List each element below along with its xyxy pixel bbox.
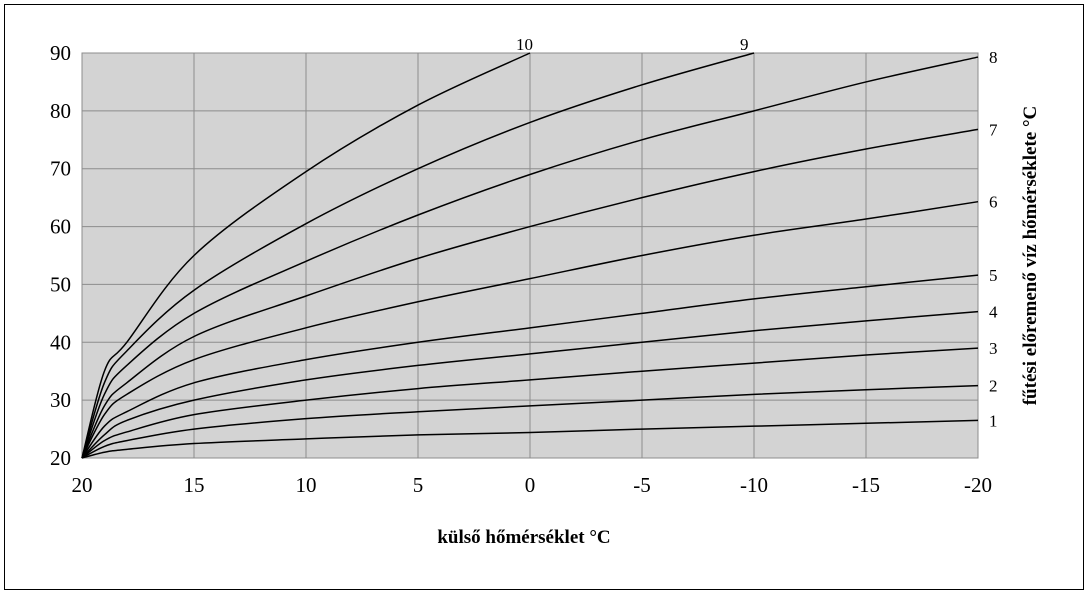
curve-label-8: 8: [989, 48, 998, 67]
y-tick-label: 40: [50, 330, 71, 354]
series-line-7: [81, 128, 979, 459]
series-lines: [81, 52, 979, 459]
curve-label-9: 9: [740, 35, 749, 54]
series-line-1: [81, 419, 979, 459]
series-line-4: [81, 310, 979, 459]
series-line-2: [81, 384, 979, 459]
series-line-10: [81, 52, 531, 459]
curve-label-10: 10: [516, 35, 533, 54]
curve-label-7: 7: [989, 120, 998, 139]
x-tick-label: 5: [413, 473, 424, 497]
y-tick-label: 70: [50, 157, 71, 181]
y-tick-label: 90: [50, 41, 71, 65]
y-axis-title: fűtési előremenő víz hőmérséklete °C: [1020, 106, 1041, 406]
x-tick-label: 15: [184, 473, 205, 497]
x-axis-title: külső hőmérséklet °C: [437, 527, 610, 548]
x-tick-label: 10: [296, 473, 317, 497]
series-line-6: [81, 200, 979, 459]
y-tick-label: 60: [50, 215, 71, 239]
x-tick-labels: 20 15 10 5 0 -5 -10 -15 -20: [72, 473, 993, 497]
y-tick-label: 80: [50, 99, 71, 123]
series-line-5: [81, 274, 979, 459]
x-tick-label: -20: [964, 473, 992, 497]
x-tick-label: 20: [72, 473, 93, 497]
curve-label-4: 4: [989, 303, 998, 322]
curve-label-3: 3: [989, 339, 998, 358]
x-tick-label: 0: [525, 473, 536, 497]
y-tick-label: 30: [50, 388, 71, 412]
series-line-8: [81, 56, 979, 459]
x-tick-label: -5: [633, 473, 651, 497]
curve-label-6: 6: [989, 193, 998, 212]
curve-label-5: 5: [989, 266, 998, 285]
gridlines: [81, 52, 979, 459]
curve-labels: 1 2 3 4 5 6 7 8 9 10: [516, 35, 998, 430]
x-tick-label: -15: [852, 473, 880, 497]
y-tick-label: 50: [50, 272, 71, 296]
curve-label-1: 1: [989, 411, 998, 430]
series-line-3: [81, 347, 979, 459]
y-tick-labels: 20 30 40 50 60 70 80 90: [50, 41, 71, 470]
y-tick-label: 20: [50, 446, 71, 470]
x-tick-label: -10: [740, 473, 768, 497]
curve-label-2: 2: [989, 377, 998, 396]
series-line-9: [81, 52, 755, 459]
